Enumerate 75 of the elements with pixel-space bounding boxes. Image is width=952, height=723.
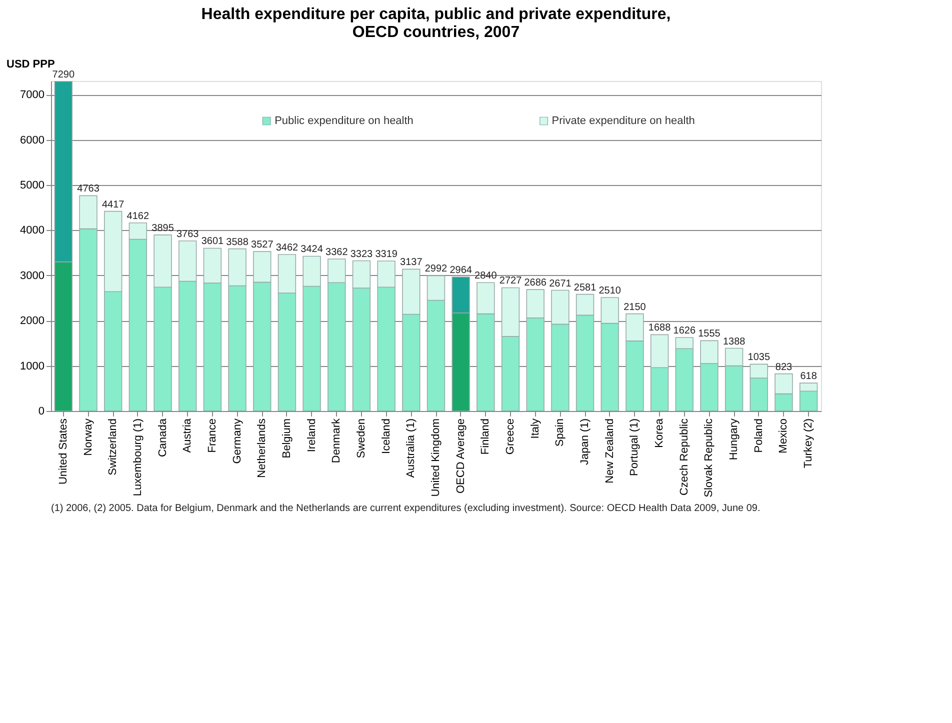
total-label: 2686	[524, 278, 547, 289]
x-tick-label: Sweden	[355, 418, 368, 458]
y-tick-label: 7000	[20, 89, 44, 102]
total-label: 7290	[52, 69, 75, 80]
total-label: 3527	[251, 240, 274, 251]
total-label: 2727	[499, 276, 522, 287]
x-tick-label: Hungary	[728, 418, 740, 460]
total-label: 2964	[450, 265, 472, 276]
chart-title: Health expenditure per capita, public and private expenditure, OECD countries, 2007	[201, 6, 671, 41]
total-label: 618	[800, 371, 818, 382]
legend-label: Public expenditure on health	[274, 115, 414, 127]
y-tick-label: 1000	[20, 360, 44, 372]
x-tick-label: New Zealand	[604, 418, 616, 484]
total-label: 3319	[375, 248, 398, 260]
y-tick-label: 4000	[20, 224, 44, 237]
total-label: 1626	[673, 325, 696, 336]
y-tick-label: 0	[38, 406, 44, 418]
total-label: 2671	[549, 278, 572, 290]
x-tick-label: Ireland	[306, 418, 318, 452]
y-tick-label: 2000	[20, 315, 44, 328]
total-label: 3137	[400, 257, 423, 268]
x-tick-label: Norway	[82, 418, 94, 456]
total-label: 2581	[574, 282, 597, 294]
total-label: 3424	[300, 244, 324, 256]
x-tick-label: Belgium	[280, 418, 293, 458]
x-tick-label: Greece	[504, 418, 517, 455]
x-tick-label: United Kingdom	[430, 418, 442, 497]
x-tick-label: Denmark	[330, 418, 343, 464]
y-tick-label: 6000	[20, 134, 44, 146]
total-label: 4417	[102, 199, 125, 210]
total-label: 3601	[201, 236, 224, 248]
y-axis-title: USD PPP	[6, 58, 55, 70]
x-tick-label: Australia (1)	[405, 418, 418, 478]
x-tick-label: Czech Republic	[678, 418, 690, 496]
x-tick-label: Luxembourg (1)	[132, 418, 144, 496]
x-tick-label: Finland	[480, 418, 492, 455]
x-tick-label: Switzerland	[107, 418, 120, 476]
total-label: 2510	[598, 286, 622, 297]
x-tick-label: Mexico	[778, 418, 790, 454]
x-tick-label: OECD Average	[454, 418, 467, 494]
x-tick-label: United States	[57, 418, 70, 485]
total-label: 823	[775, 362, 793, 373]
total-label: 1388	[722, 336, 746, 348]
x-tick-label: Netherlands	[256, 418, 268, 478]
x-tick-label: Japan (1)	[579, 418, 592, 465]
total-label: 4162	[126, 210, 150, 222]
x-tick-label: Germany	[231, 418, 244, 464]
x-tick-label: Iceland	[380, 418, 392, 454]
total-label: 2150	[624, 302, 646, 313]
x-tick-label: Turkey (2)	[802, 418, 815, 468]
x-tick-label: Portugal (1)	[628, 418, 641, 476]
x-tick-label: Austria	[182, 418, 194, 453]
x-tick-label: Canada	[156, 418, 169, 458]
total-label: 1555	[698, 328, 721, 340]
x-tick-label: Italy	[529, 418, 542, 439]
total-label: 2992	[424, 264, 448, 275]
total-label: 3895	[152, 222, 174, 234]
x-tick-label: Spain	[554, 418, 566, 447]
total-label: 1688	[648, 322, 672, 334]
total-label: 3323	[350, 248, 374, 260]
x-tick-label: Poland	[752, 418, 765, 453]
total-label: 3362	[326, 247, 348, 258]
legend-label: Private expenditure on health	[552, 115, 695, 127]
total-label: 1035	[748, 352, 770, 364]
total-label: 3763	[176, 228, 200, 240]
x-tick-label: Slovak Republic	[703, 418, 716, 498]
x-tick-label: France	[206, 418, 218, 453]
total-label: 3462	[276, 242, 299, 254]
total-label: 2840	[474, 270, 498, 282]
y-tick-label: 3000	[20, 270, 44, 282]
total-label: 4763	[77, 184, 100, 195]
y-tick-label: 5000	[20, 179, 44, 192]
total-label: 3588	[226, 236, 249, 248]
x-tick-label: Korea	[654, 418, 666, 448]
text: (1) 2006, (2) 2005. Data for Belgium, Denmark and the Netherlands are current expenditures (excluding investment). Source: OECD Health Data 2009, June 09.	[51, 503, 760, 514]
